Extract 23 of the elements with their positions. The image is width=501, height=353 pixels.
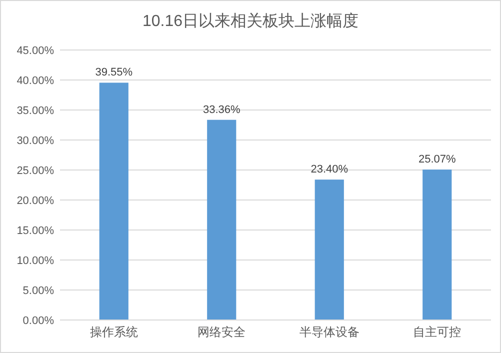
bar — [314, 180, 344, 320]
bar — [422, 170, 452, 320]
y-tick-label: 35.00% — [16, 104, 54, 117]
bar — [99, 82, 128, 320]
y-tick-label: 20.00% — [16, 194, 54, 207]
bar — [207, 120, 236, 320]
y-tick-label: 15.00% — [16, 224, 54, 237]
chart-title: 10.16日以来相关板块上涨幅度 — [142, 12, 359, 30]
y-tick-label: 5.00% — [22, 284, 54, 297]
x-tick-label: 网络安全 — [198, 325, 246, 339]
y-tick-label: 10.00% — [16, 254, 54, 267]
y-tick-label: 0.00% — [22, 314, 54, 327]
y-tick-label: 45.00% — [16, 44, 54, 57]
data-label: 25.07% — [418, 154, 456, 166]
x-tick-label: 自主可控 — [413, 325, 462, 339]
data-label: 39.55% — [95, 66, 133, 79]
y-tick-label: 40.00% — [16, 74, 54, 87]
data-label: 33.36% — [202, 104, 240, 116]
y-tick-label: 25.00% — [16, 164, 54, 177]
y-tick-label: 30.00% — [16, 134, 54, 147]
x-tick-label: 半导体设备 — [299, 325, 360, 339]
data-label: 23.40% — [310, 164, 348, 176]
x-tick-label: 操作系统 — [90, 325, 138, 339]
